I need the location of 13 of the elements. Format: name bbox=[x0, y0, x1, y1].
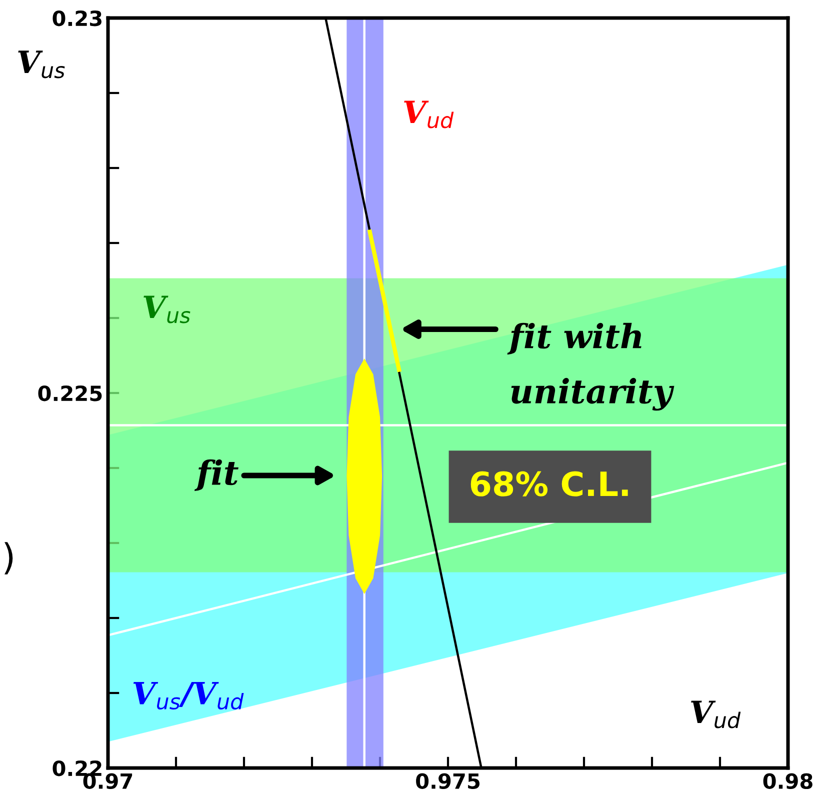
y-tick-label: 0.225 bbox=[38, 385, 102, 402]
annotation: 68% C.L. bbox=[470, 471, 628, 496]
band-label: V$_{us}$ bbox=[144, 296, 190, 324]
series-label: V$_{us}$/V$_{ud}$ bbox=[133, 682, 244, 710]
text: ) bbox=[4, 542, 13, 574]
x-axis-title: V$_{ud}$ bbox=[691, 700, 741, 728]
x-tick-label: 0.98 bbox=[763, 773, 812, 789]
x-tick-label: 0.975 bbox=[416, 773, 480, 789]
y-tick-label: 0.23 bbox=[52, 10, 102, 26]
annotation: fit bbox=[194, 459, 238, 492]
annotation: fit with unitarity bbox=[507, 322, 674, 411]
band-label: V$_{ud}$ bbox=[404, 100, 454, 128]
y-axis-title: V$_{us}$ bbox=[18, 50, 65, 78]
